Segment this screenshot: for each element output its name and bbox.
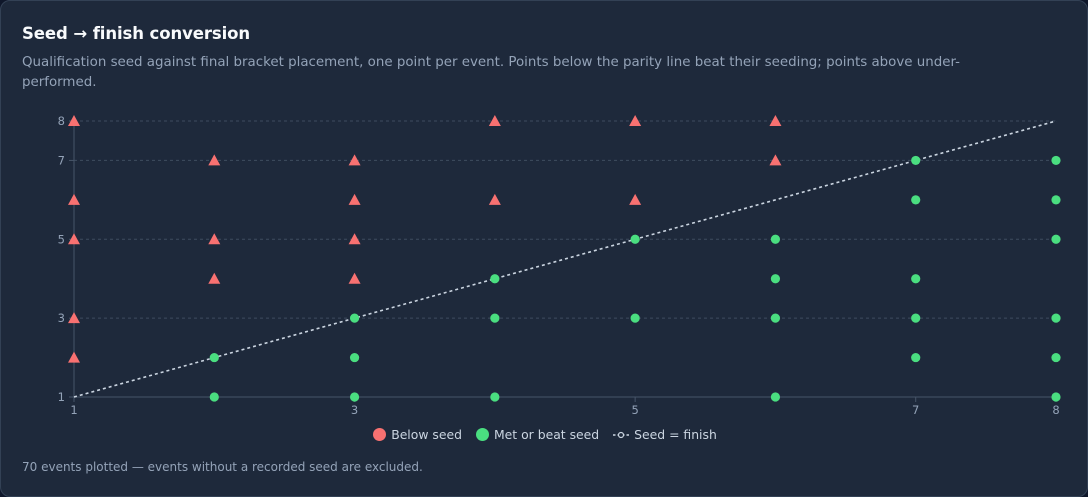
below-seed-point — [629, 115, 642, 126]
met-or-beat-seed-point — [1051, 313, 1061, 323]
met-or-beat-seed-point — [770, 313, 781, 323]
below-seed-point — [348, 154, 361, 166]
met-or-beat-seed-point — [209, 392, 219, 402]
met-or-beat-seed-point — [911, 274, 921, 284]
met-or-beat-seed-point — [490, 392, 500, 402]
met-or-beat-seed-point — [770, 274, 781, 284]
met-or-beat-seed-point — [911, 352, 921, 363]
below-seed-point — [208, 154, 221, 166]
chart-footnote: 70 events plotted — events without a rec… — [22, 460, 423, 474]
chart-title: Seed → finish conversion — [22, 24, 251, 43]
met-or-beat-seed-point — [209, 352, 219, 363]
met-or-beat-seed-point — [911, 313, 921, 323]
parity-line-swatch — [613, 431, 630, 438]
met-or-beat-seed-point — [1051, 155, 1061, 166]
legend-item-met-seed[interactable]: Met or beat seed — [475, 427, 600, 442]
met-or-beat-seed-point — [911, 155, 921, 166]
met-or-beat-seed-point — [1051, 392, 1061, 402]
met-or-beat-seed-point — [770, 392, 781, 402]
legend-label-met-seed: Met or beat seed — [493, 427, 600, 442]
y-tick-label: 5 — [58, 232, 65, 246]
x-tick-label: 7 — [912, 403, 919, 417]
met-or-beat-seed-point — [490, 274, 500, 284]
met-or-beat-seed-point — [770, 234, 781, 244]
below-seed-point — [769, 154, 782, 166]
below-seed-point — [68, 312, 80, 324]
met-or-beat-seed-point — [911, 195, 921, 205]
below-seed-point — [208, 233, 221, 245]
below-seed-swatch — [373, 428, 387, 441]
legend-label-parity-line: Seed = finish — [634, 427, 717, 442]
below-seed-point — [208, 272, 221, 284]
below-seed-point — [348, 233, 361, 245]
met-or-beat-seed-point — [349, 352, 360, 363]
y-tick-label: 8 — [58, 114, 65, 128]
y-tick-label: 3 — [58, 311, 65, 325]
met-or-beat-seed-point — [1051, 234, 1061, 244]
legend-item-parity-line[interactable]: Seed = finish — [613, 427, 717, 442]
x-tick-label: 8 — [1052, 403, 1059, 417]
below-seed-point — [769, 115, 782, 126]
legend-item-below-seed[interactable]: Below seed — [373, 427, 462, 442]
below-seed-point — [348, 272, 361, 284]
scatter-plot: 1 3 5 7 8 1 3 5 7 8 — [58, 114, 1061, 417]
x-tick-label: 1 — [70, 403, 77, 417]
met-or-beat-seed-point — [630, 313, 640, 323]
below-seed-point — [348, 193, 361, 205]
below-seed-point — [488, 193, 501, 205]
met-or-beat-seed-point — [1051, 195, 1061, 205]
met-or-beat-seed-point — [630, 234, 640, 244]
below-seed-point — [68, 115, 80, 126]
met-or-beat-seed-point — [1051, 352, 1061, 363]
legend-label-below-seed: Below seed — [391, 427, 462, 442]
x-tick-label: 3 — [351, 403, 358, 417]
x-tick-label: 5 — [631, 403, 638, 417]
met-or-beat-seed-point — [490, 313, 500, 323]
below-seed-point — [68, 233, 80, 245]
y-tick-label: 7 — [58, 153, 65, 167]
below-seed-point — [629, 193, 642, 205]
chart-subtitle: Qualification seed against final bracket… — [22, 55, 960, 90]
below-seed-point — [68, 193, 80, 205]
parity-line — [73, 120, 1057, 398]
below-seed-point — [488, 115, 501, 126]
y-tick-label: 1 — [58, 390, 65, 404]
met-or-beat-seed-point — [349, 313, 360, 323]
met-or-beat-seed-point — [349, 392, 360, 402]
chart-legend: Below seed Met or beat seed Seed = finis… — [1, 427, 1087, 442]
below-seed-point — [68, 351, 80, 363]
met-seed-swatch — [475, 428, 489, 441]
